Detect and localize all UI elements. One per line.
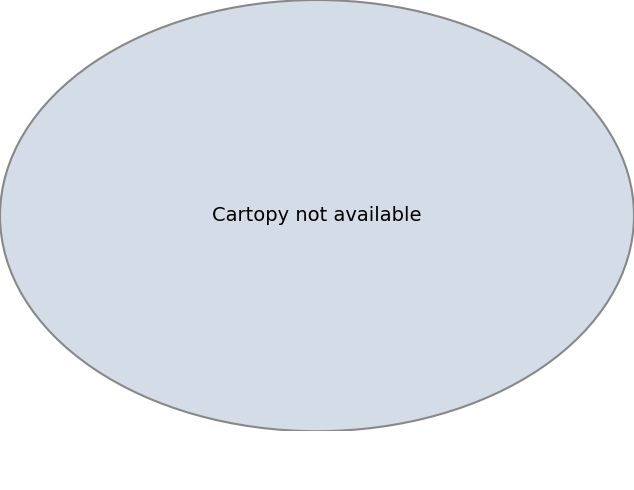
Text: Cartopy not available: Cartopy not available bbox=[212, 206, 422, 225]
Ellipse shape bbox=[0, 0, 634, 431]
